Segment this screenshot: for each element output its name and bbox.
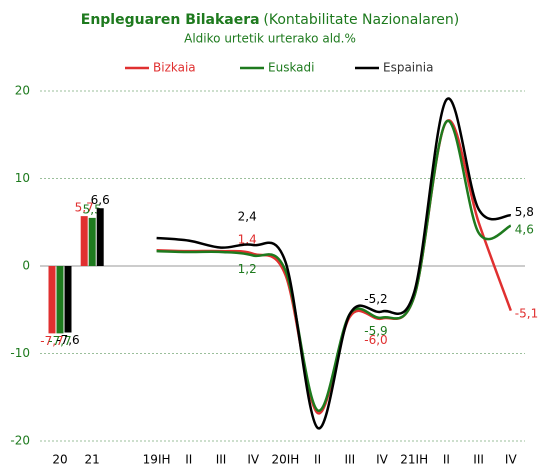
bar bbox=[96, 208, 104, 266]
data-label: -7,7 bbox=[48, 334, 71, 348]
x-tick-label: II bbox=[443, 453, 450, 467]
y-tick-label: -10 bbox=[10, 346, 30, 360]
bar bbox=[56, 266, 64, 334]
data-label: 2,4 bbox=[238, 210, 257, 224]
legend-label: Espainia bbox=[383, 61, 433, 75]
bar bbox=[48, 266, 56, 334]
y-tick-label: 20 bbox=[15, 84, 30, 98]
x-tick-label: 21IH bbox=[400, 453, 428, 467]
data-label: -5,1 bbox=[515, 307, 538, 321]
x-tick-label: II bbox=[314, 453, 321, 467]
x-tick-label: III bbox=[216, 453, 227, 467]
x-tick-label: 21 bbox=[85, 453, 100, 467]
data-label: -5,2 bbox=[364, 292, 387, 306]
title-note: (Kontabilitate Nazionalaren) bbox=[263, 12, 459, 28]
data-label: -7,6 bbox=[56, 333, 79, 347]
data-label: 4,6 bbox=[515, 222, 534, 236]
data-label: -5,9 bbox=[364, 324, 387, 338]
y-tick-label: 10 bbox=[15, 171, 30, 185]
bar bbox=[88, 217, 96, 266]
chart-subtitle: Aldiko urtetik urterako ald.% bbox=[184, 32, 356, 46]
x-tick-label: 20IH bbox=[271, 453, 299, 467]
x-tick-label: II bbox=[185, 453, 192, 467]
x-tick-label: 20 bbox=[52, 453, 67, 467]
bar bbox=[80, 216, 88, 266]
data-label: 5,7 bbox=[75, 201, 94, 215]
data-label: 6,6 bbox=[91, 193, 110, 207]
bar bbox=[64, 266, 72, 333]
data-label: 1,2 bbox=[238, 262, 257, 276]
x-tick-label: 19IH bbox=[143, 453, 171, 467]
data-label: 1,4 bbox=[238, 232, 257, 246]
x-tick-label: IV bbox=[505, 453, 518, 467]
title-main: Enpleguaren Bilakaera bbox=[81, 12, 260, 28]
legend-label: Euskadi bbox=[268, 61, 314, 75]
line bbox=[156, 97, 512, 430]
data-label: -6,0 bbox=[364, 333, 387, 347]
y-tick-label: 0 bbox=[22, 259, 30, 273]
data-label: 5,8 bbox=[515, 205, 534, 219]
legend-label: Bizkaia bbox=[153, 61, 196, 75]
x-tick-label: IV bbox=[247, 453, 260, 467]
line bbox=[156, 119, 512, 412]
x-tick-label: III bbox=[344, 453, 355, 467]
x-tick-label: IV bbox=[376, 453, 389, 467]
data-label: -7,7 bbox=[40, 334, 63, 348]
y-tick-label: -20 bbox=[10, 434, 30, 448]
chart-title: Enpleguaren Bilakaera (Kontabilitate Naz… bbox=[81, 12, 459, 28]
x-tick-label: III bbox=[473, 453, 484, 467]
